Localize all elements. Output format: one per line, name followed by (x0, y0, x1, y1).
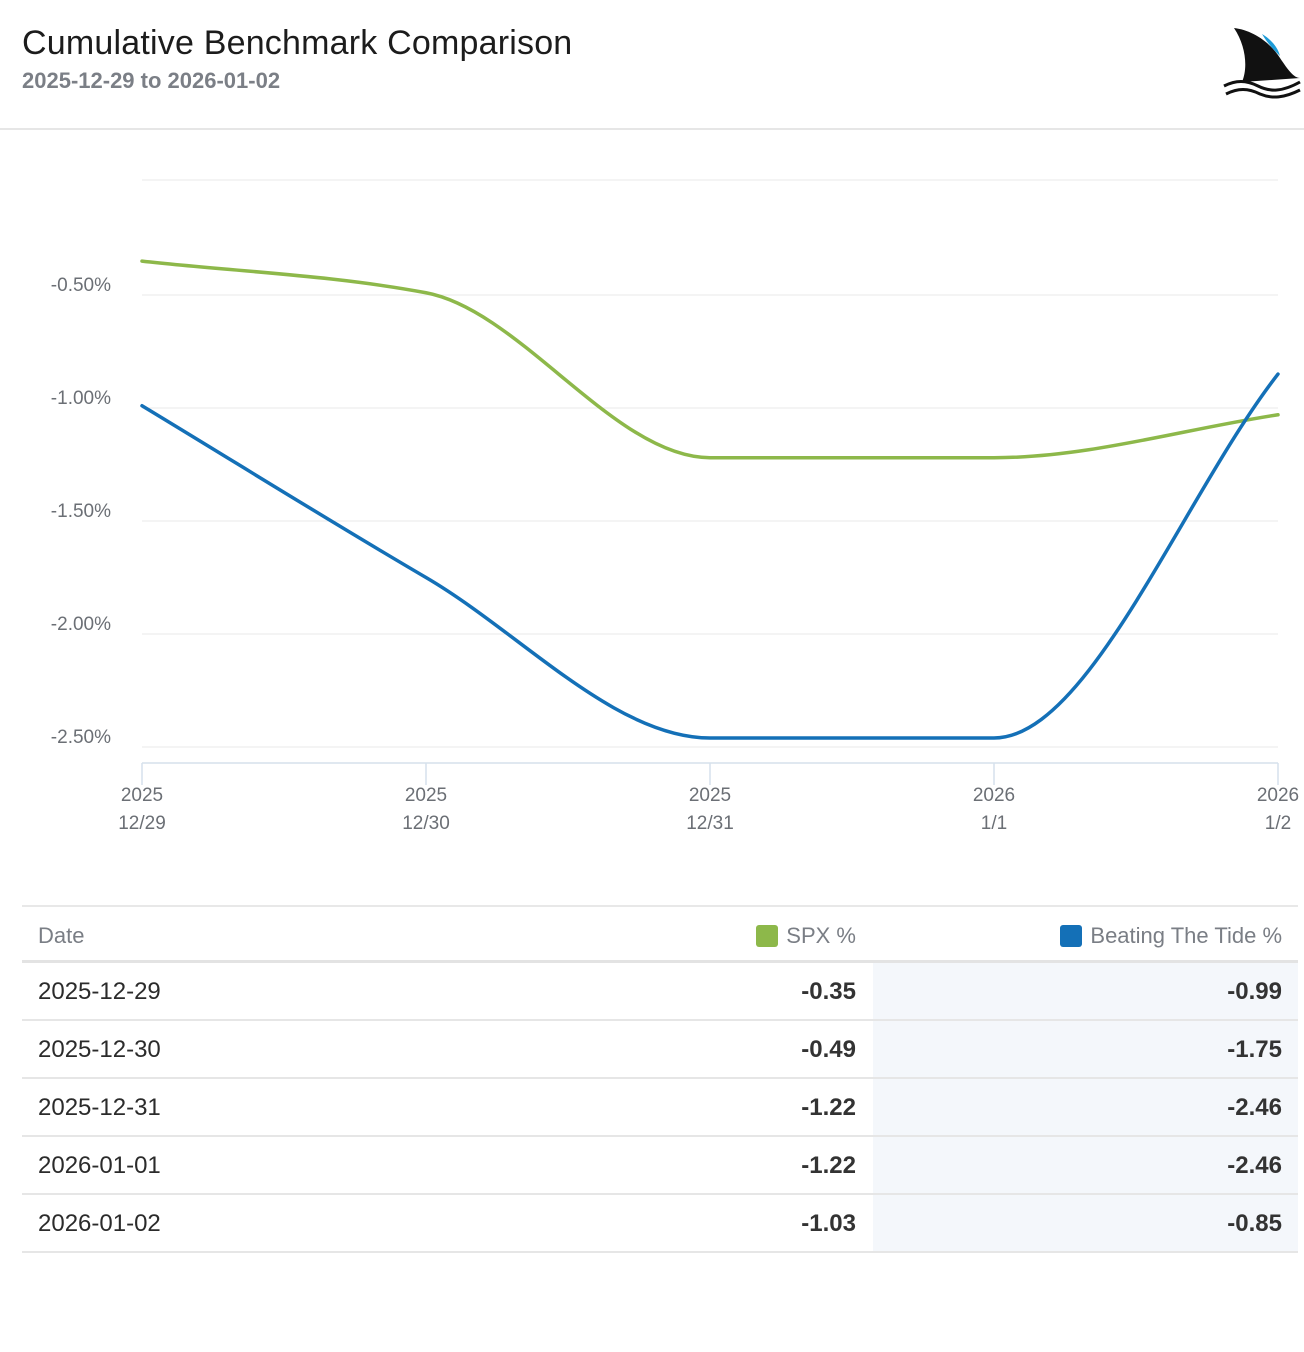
y-axis-ticks: -0.50% -1.00% -1.50% -2.00% -2.50% (51, 275, 111, 748)
y-tick-label: -0.50% (51, 275, 111, 296)
table-row: 2025-12-31 -1.22 -2.46 (22, 1079, 1298, 1137)
x-tick-year: 2026 (973, 785, 1015, 806)
btt-legend-swatch (1060, 925, 1083, 947)
spx-column-label: SPX % (786, 923, 856, 948)
row-date: 2025-12-30 (38, 1036, 161, 1063)
date-range-subtitle: 2025-12-29 to 2026-01-02 (22, 68, 281, 93)
spx-legend-swatch (756, 925, 779, 947)
shark-fin-icon (1223, 28, 1301, 99)
btt-column-label: Beating The Tide % (1090, 923, 1282, 948)
table-header: Date SPX % Beating The Tide % (22, 905, 1298, 963)
row-btt-value: -2.46 (1227, 1152, 1282, 1179)
x-tick-day: 12/29 (118, 813, 166, 834)
grid-lines (142, 179, 1278, 748)
x-tick-year: 2025 (689, 785, 731, 806)
row-btt-value: -0.85 (1227, 1210, 1282, 1237)
btt-column-header: Beating The Tide % (1060, 923, 1282, 949)
table-row: 2026-01-01 -1.22 -2.46 (22, 1137, 1298, 1195)
row-spx-value: -1.22 (801, 1152, 856, 1179)
page-title: Cumulative Benchmark Comparison (22, 24, 573, 62)
spx-series-line (140, 259, 1280, 460)
spx-column-header: SPX % (756, 923, 856, 949)
x-tick-year: 2025 (121, 785, 163, 806)
y-tick-label: -1.00% (51, 388, 111, 409)
x-tick-year: 2026 (1257, 785, 1299, 806)
chart-series (140, 259, 1280, 740)
x-tick-year: 2025 (405, 785, 447, 806)
beating-the-tide-series-line (140, 372, 1280, 740)
date-column-header: Date (38, 923, 85, 948)
table-row: 2025-12-30 -0.49 -1.75 (22, 1021, 1298, 1079)
x-tick-day: 1/1 (981, 813, 1007, 834)
y-tick-label: -2.50% (51, 727, 111, 748)
table-row: 2026-01-02 -1.03 -0.85 (22, 1195, 1298, 1253)
row-date: 2026-01-01 (38, 1152, 161, 1179)
row-spx-value: -0.35 (801, 978, 856, 1005)
y-tick-label: -2.00% (51, 614, 111, 635)
row-spx-value: -1.03 (801, 1210, 856, 1237)
row-spx-value: -0.49 (801, 1036, 856, 1063)
page-header: Cumulative Benchmark Comparison 2025-12-… (0, 0, 1304, 130)
x-tick-day: 1/2 (1265, 813, 1291, 834)
benchmark-line-chart: -0.50% -1.00% -1.50% -2.00% -2.50% 2025 12/29… (51, 179, 1299, 834)
row-btt-value: -1.75 (1227, 1036, 1282, 1063)
y-tick-label: -1.50% (51, 501, 111, 522)
x-tick-day: 12/30 (402, 813, 450, 834)
row-date: 2025-12-31 (38, 1094, 161, 1121)
row-date: 2025-12-29 (38, 978, 161, 1005)
table-row: 2025-12-29 -0.35 -0.99 (22, 963, 1298, 1021)
row-spx-value: -1.22 (801, 1094, 856, 1121)
benchmark-table: Date SPX % Beating The Tide % 2025-12-29… (22, 905, 1298, 1253)
row-btt-value: -2.46 (1227, 1094, 1282, 1121)
x-axis: 2025 12/29 2025 12/30 2025 12/31 2026 1/1 2026 1/… (118, 762, 1299, 834)
row-btt-value: -0.99 (1227, 978, 1282, 1005)
x-tick-day: 12/31 (686, 813, 734, 834)
row-date: 2026-01-02 (38, 1210, 161, 1237)
